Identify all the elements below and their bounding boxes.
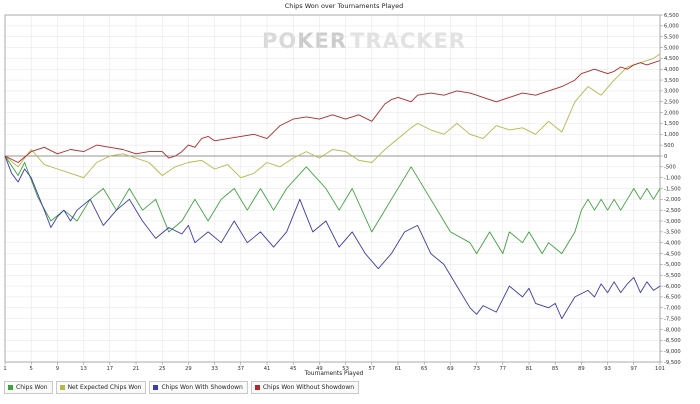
x-tick-label: 81 bbox=[526, 366, 533, 372]
y-tick-label: 4,500 bbox=[664, 56, 679, 62]
legend-item-4[interactable]: Chips Won Without Showdown bbox=[250, 380, 360, 394]
y-tick-label: -8,500 bbox=[664, 338, 681, 344]
y-tick-label: -3,500 bbox=[664, 230, 681, 236]
legend-label: Chips Won With Showdown bbox=[161, 383, 243, 391]
legend-swatch bbox=[59, 384, 65, 390]
x-tick-label: 61 bbox=[395, 366, 402, 372]
series-layer bbox=[4, 53, 661, 320]
watermark-part1: PO bbox=[262, 29, 297, 53]
y-tick-label: -6,000 bbox=[664, 284, 681, 290]
y-tick-label: -7,500 bbox=[664, 316, 681, 322]
x-axis-title: Tournaments Played bbox=[304, 371, 364, 377]
y-tick-label: -2,000 bbox=[664, 197, 681, 203]
legend-label: Chips Won bbox=[16, 383, 48, 391]
legend-label: Net Expected Chips Won bbox=[67, 383, 142, 391]
y-tick-label: -1,000 bbox=[664, 175, 681, 181]
watermark-part3: TRACKER bbox=[350, 29, 466, 53]
x-tick-label: 69 bbox=[447, 366, 454, 372]
x-tick-label: 29 bbox=[185, 366, 192, 372]
x-tick-label: 93 bbox=[604, 366, 611, 372]
x-tick-label: 49 bbox=[316, 366, 323, 372]
y-tick-label: 1,500 bbox=[664, 121, 679, 127]
y-tick-label: 0 bbox=[664, 154, 667, 160]
y-tick-label: -7,000 bbox=[664, 306, 681, 312]
y-tick-label: -4,000 bbox=[664, 241, 681, 247]
y-tick-label: 4,000 bbox=[664, 67, 679, 73]
series-line-chips-won bbox=[4, 155, 661, 255]
legend-swatch bbox=[254, 384, 260, 390]
series-line-chips-won-without-showdown bbox=[4, 60, 661, 163]
y-tick-label: 3,000 bbox=[664, 89, 679, 95]
y-tick-label: 1,000 bbox=[664, 132, 679, 138]
legend-item-1[interactable]: Chips Won bbox=[4, 380, 53, 394]
x-tick-label: 13 bbox=[80, 366, 87, 372]
legend: Chips Won Net Expected Chips Won Chips Won… bbox=[4, 380, 360, 394]
x-tick-label: 1 bbox=[3, 366, 6, 372]
y-tick-label: 500 bbox=[664, 143, 674, 149]
y-tick-label: 5,500 bbox=[664, 34, 679, 40]
x-tick-label: 37 bbox=[237, 366, 244, 372]
x-tick-label: 101 bbox=[655, 366, 665, 372]
x-tick-label: 45 bbox=[290, 366, 297, 372]
chart-title: Chips Won over Tournaments Played bbox=[285, 2, 404, 10]
y-tick-label: -5,000 bbox=[664, 262, 681, 268]
y-axis: -9,500 -9,000 -8,500 -8,000 -7,500 -7,000 -6,5… bbox=[660, 13, 681, 366]
series-line-net-expected-chips-won bbox=[4, 53, 661, 179]
legend-item-2[interactable]: Net Expected Chips Won bbox=[55, 380, 147, 394]
y-tick-label: -1,500 bbox=[664, 186, 681, 192]
x-tick-label: 65 bbox=[421, 366, 428, 372]
y-tick-label: -6,500 bbox=[664, 295, 681, 301]
legend-swatch bbox=[153, 384, 159, 390]
series-line-chips-won-with-showdown bbox=[4, 155, 661, 320]
x-tick-label: 25 bbox=[159, 366, 166, 372]
x-tick-label: 41 bbox=[264, 366, 271, 372]
y-tick-label: -4,500 bbox=[664, 251, 681, 257]
x-tick-label: 53 bbox=[342, 366, 349, 372]
legend-label: Chips Won Without Showdown bbox=[262, 383, 355, 391]
x-tick-label: 33 bbox=[211, 366, 218, 372]
y-tick-label: -500 bbox=[664, 165, 676, 171]
x-tick-label: 17 bbox=[106, 366, 113, 372]
x-tick-label: 77 bbox=[499, 366, 506, 372]
y-tick-label: -8,000 bbox=[664, 327, 681, 333]
y-tick-label: 2,000 bbox=[664, 110, 679, 116]
x-tick-label: 9 bbox=[56, 366, 59, 372]
watermark: POKER TRACKER bbox=[262, 29, 466, 53]
legend-item-3[interactable]: Chips Won With Showdown bbox=[149, 380, 248, 394]
x-tick-label: 5 bbox=[30, 366, 33, 372]
x-tick-label: 89 bbox=[578, 366, 585, 372]
x-axis: 1 5 9 13 17 21 25 29 33 37 41 45 49 53 57 61 65 69 73 77 81 8… bbox=[3, 362, 665, 372]
y-tick-label: -3,000 bbox=[664, 219, 681, 225]
y-tick-label: 3,500 bbox=[664, 78, 679, 84]
y-tick-label: 6,500 bbox=[664, 13, 679, 19]
y-tick-label: 2,500 bbox=[664, 100, 679, 106]
x-tick-label: 73 bbox=[473, 366, 480, 372]
x-tick-label: 21 bbox=[133, 366, 140, 372]
watermark-part2: KER bbox=[297, 29, 346, 53]
x-tick-label: 97 bbox=[630, 366, 637, 372]
y-tick-label: -9,000 bbox=[664, 349, 681, 355]
legend-swatch bbox=[8, 384, 13, 390]
y-tick-label: 5,000 bbox=[664, 45, 679, 51]
y-tick-label: -5,500 bbox=[664, 273, 681, 279]
x-tick-label: 57 bbox=[368, 366, 375, 372]
x-tick-label: 85 bbox=[552, 366, 559, 372]
y-tick-label: 6,000 bbox=[664, 24, 679, 30]
y-tick-label: -2,500 bbox=[664, 208, 681, 214]
y-tick-label: -9,500 bbox=[664, 360, 681, 366]
